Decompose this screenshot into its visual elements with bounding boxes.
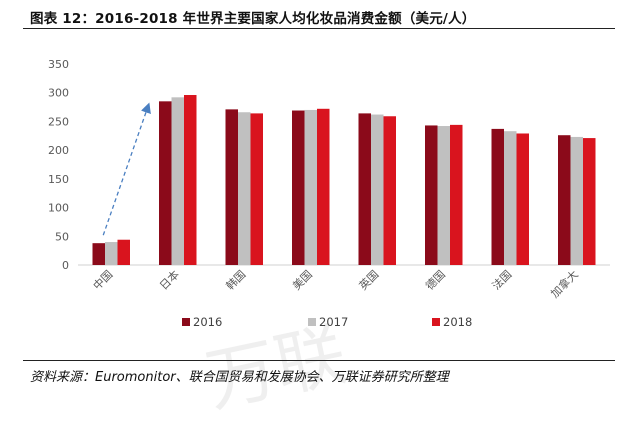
bar-2018-1 xyxy=(184,95,197,265)
bar-2017-3 xyxy=(304,109,317,265)
legend: 2016 2017 2018 xyxy=(182,315,472,329)
bar-2017-2 xyxy=(238,112,251,266)
x-category-label: 中国 xyxy=(91,268,116,293)
bar-2016-7 xyxy=(558,135,571,265)
bar-2016-0 xyxy=(92,243,105,265)
bar-2017-5 xyxy=(437,126,450,265)
y-tick-label: 250 xyxy=(48,115,69,128)
top-rule xyxy=(23,28,615,29)
bar-2018-2 xyxy=(250,113,263,265)
bar-2018-0 xyxy=(117,239,130,265)
y-tick-label: 100 xyxy=(48,202,69,215)
legend-swatch-2018 xyxy=(432,318,440,326)
bar-2017-7 xyxy=(570,136,583,265)
bar-2017-4 xyxy=(371,114,384,265)
bar-2018-7 xyxy=(583,138,596,265)
y-tick-label: 0 xyxy=(62,259,69,272)
legend-label-2018: 2018 xyxy=(443,315,472,329)
legend-swatch-2016 xyxy=(182,318,190,326)
trend-annotation xyxy=(102,102,151,236)
bar-2018-4 xyxy=(383,116,396,265)
legend-label-2016: 2016 xyxy=(193,315,222,329)
bar-2018-5 xyxy=(450,124,463,265)
bottom-rule xyxy=(23,360,615,361)
bar-2016-3 xyxy=(292,110,305,265)
bar-2016-4 xyxy=(358,113,371,265)
bars xyxy=(92,95,596,266)
x-category-label: 韩国 xyxy=(223,267,248,292)
y-tick-label: 200 xyxy=(48,144,69,157)
y-tick-label: 350 xyxy=(48,58,69,71)
bar-2017-6 xyxy=(504,131,517,265)
x-axis-labels: 中国 日本 韩国 美国 英国 德国 法国 加拿大 xyxy=(91,267,581,300)
bar-2018-6 xyxy=(516,133,529,265)
trend-arrow xyxy=(102,102,151,236)
x-category-label: 加拿大 xyxy=(548,267,581,300)
y-axis-ticks: 0 50 100 150 200 250 300 350 xyxy=(48,58,69,272)
chart-title: 图表 12：2016-2018 年世界主要国家人均化妆品消费金额（美元/人） xyxy=(30,11,476,27)
bar-2017-1 xyxy=(171,97,184,266)
bar-2016-1 xyxy=(159,101,172,265)
x-category-label: 美国 xyxy=(290,268,315,293)
y-tick-label: 300 xyxy=(48,87,69,100)
x-category-label: 德国 xyxy=(422,267,447,292)
y-tick-label: 50 xyxy=(55,230,69,243)
bar-2016-6 xyxy=(491,128,504,265)
x-category-label: 法国 xyxy=(489,267,514,292)
y-tick-label: 150 xyxy=(48,173,69,186)
source-note: 资料来源：Euromonitor、联合国贸易和发展协会、万联证券研究所整理 xyxy=(30,370,449,385)
bar-2016-2 xyxy=(225,109,238,266)
x-category-label: 日本 xyxy=(156,267,181,292)
legend-label-2017: 2017 xyxy=(319,315,348,329)
bar-2017-0 xyxy=(105,242,118,265)
x-category-label: 英国 xyxy=(356,267,381,292)
bar-2016-5 xyxy=(425,125,438,265)
legend-swatch-2017 xyxy=(308,318,316,326)
bar-2018-3 xyxy=(317,108,330,266)
